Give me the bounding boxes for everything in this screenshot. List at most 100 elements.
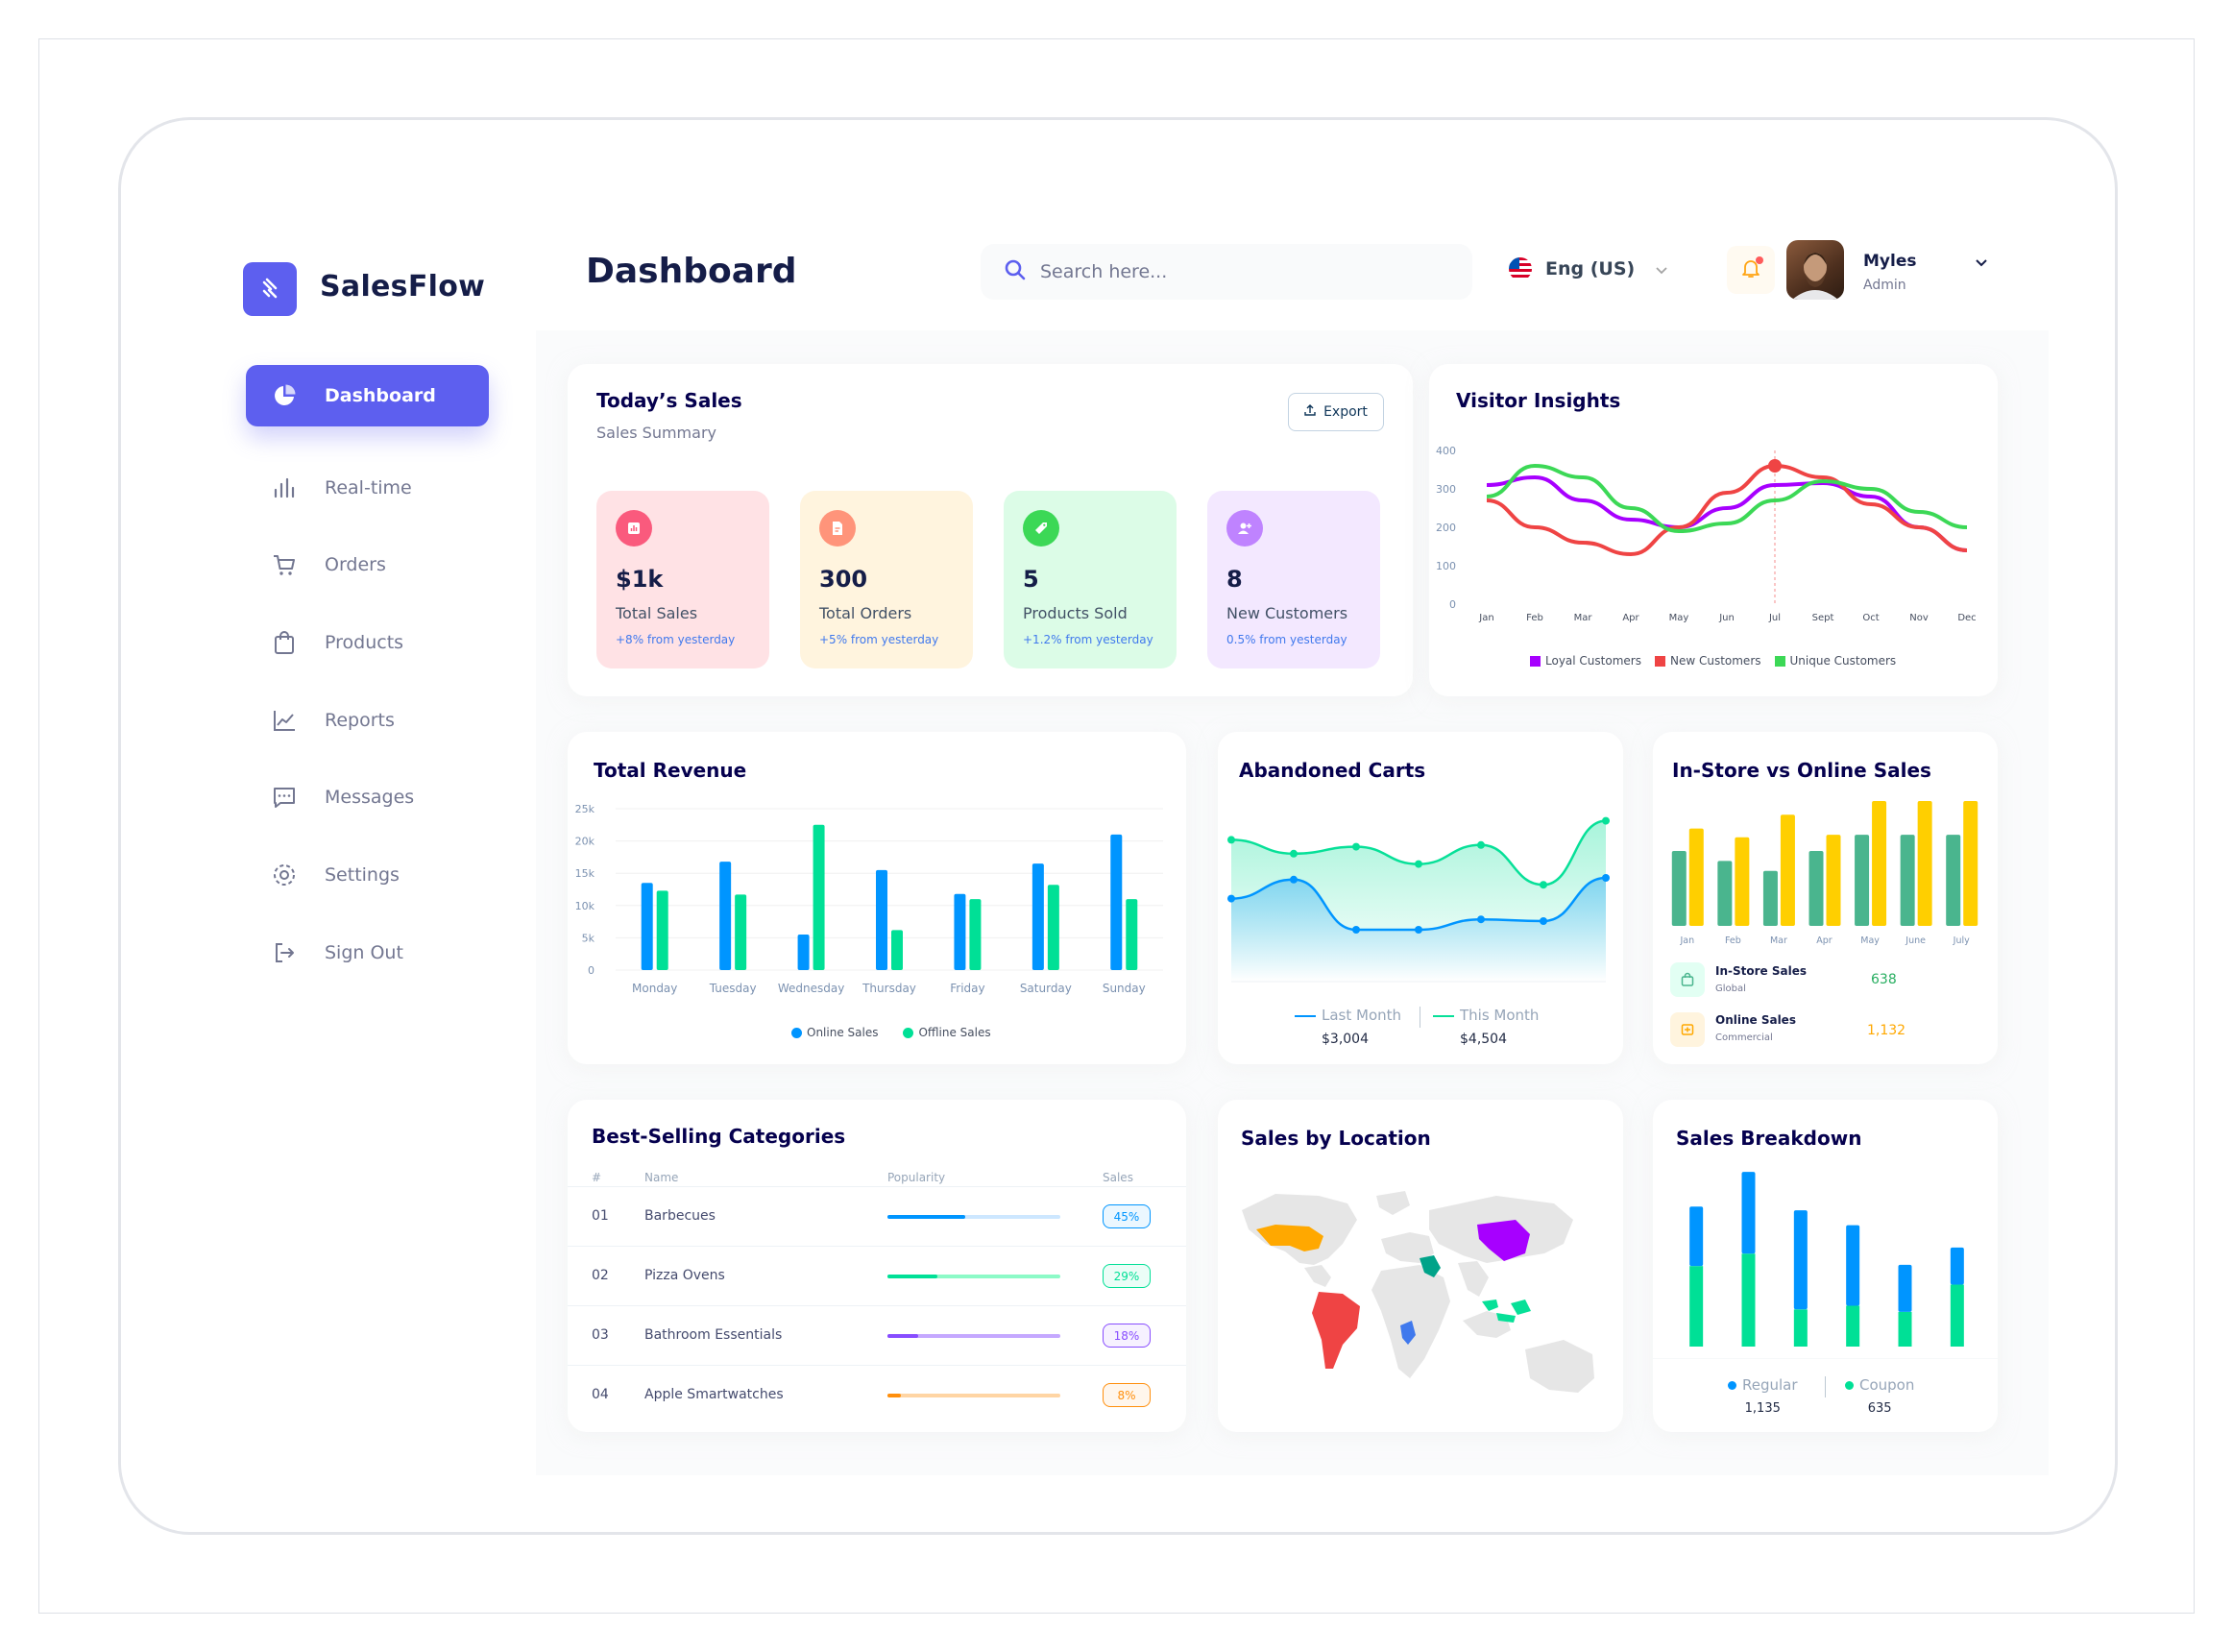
bar-segment bbox=[1898, 1311, 1912, 1347]
y-tick-label: 20k bbox=[575, 836, 595, 848]
table-row[interactable]: 04 Apple Smartwatches 8% bbox=[568, 1365, 1186, 1424]
bar bbox=[1872, 801, 1887, 926]
table-row[interactable]: 03 Bathroom Essentials 18% bbox=[568, 1305, 1186, 1365]
map-drc bbox=[1400, 1321, 1416, 1345]
map-central-america bbox=[1304, 1265, 1331, 1287]
popularity-fill bbox=[887, 1215, 965, 1219]
bar-segment bbox=[1846, 1305, 1860, 1347]
column-header: # bbox=[592, 1171, 602, 1184]
legend-label: Last Month bbox=[1322, 1007, 1402, 1024]
sales-breakdown-chart bbox=[1653, 1172, 1998, 1359]
total-revenue-chart: 0 5k 10k 15k 20k 25k Monday Tuesday Wednesday Thu… bbox=[575, 803, 1163, 995]
world-map bbox=[1242, 1191, 1594, 1393]
row-label: Online Sales bbox=[1715, 1013, 1796, 1027]
todays-sales-card: Today’s Sales Sales Summary Export $1k T… bbox=[568, 364, 1413, 696]
export-button[interactable]: Export bbox=[1288, 393, 1384, 431]
logo-icon[interactable] bbox=[243, 262, 297, 316]
y-tick-label: 15k bbox=[575, 867, 595, 880]
stat-label: Total Sales bbox=[616, 604, 698, 622]
bar bbox=[876, 869, 887, 970]
data-point bbox=[1352, 842, 1360, 851]
bar bbox=[1762, 870, 1778, 926]
stat-label: Products Sold bbox=[1023, 604, 1128, 622]
add-user-icon bbox=[1226, 510, 1263, 547]
column-header: Sales bbox=[1103, 1171, 1133, 1184]
x-tick-label: Jun bbox=[1718, 613, 1735, 623]
us-flag-icon bbox=[1509, 257, 1532, 280]
sidebar-item-settings[interactable]: Settings bbox=[246, 844, 489, 906]
legend-item-coupon: Coupon 635 bbox=[1845, 1376, 1914, 1416]
cart-icon bbox=[271, 551, 298, 578]
stat-change: +5% from yesterday bbox=[819, 633, 939, 646]
bar bbox=[656, 890, 668, 970]
row-number: 03 bbox=[592, 1327, 609, 1343]
bell-icon bbox=[1739, 256, 1762, 283]
sidebar-item-messages[interactable]: Messages bbox=[246, 766, 489, 828]
row-value: 638 bbox=[1871, 972, 1897, 987]
total-revenue-card: Total Revenue 0 5k 10k 15k 20k 25k Monday Tuesd… bbox=[568, 732, 1186, 1064]
legend-item-this-month: This Month $4,504 bbox=[1433, 1007, 1558, 1047]
sidebar-item-reports[interactable]: Reports bbox=[246, 690, 489, 751]
y-tick-label: 10k bbox=[575, 900, 595, 912]
data-point bbox=[1290, 849, 1298, 858]
table-row[interactable]: 01 Barbecues 45% bbox=[568, 1186, 1186, 1246]
x-tick-label: Jan bbox=[1679, 935, 1694, 946]
avatar[interactable] bbox=[1786, 240, 1844, 300]
sidebar-item-label: Reports bbox=[325, 710, 395, 731]
x-tick-label: Tuesday bbox=[709, 982, 757, 995]
tag-icon bbox=[1023, 510, 1059, 547]
card-title: Today’s Sales bbox=[596, 389, 742, 412]
app-window: SalesFlow Dashboard Real-time Orders Pro… bbox=[205, 217, 2049, 1475]
legend-value: $3,004 bbox=[1322, 1032, 1369, 1047]
sidebar-item-label: Products bbox=[325, 632, 404, 653]
row-sub: Global bbox=[1715, 984, 1746, 994]
bar bbox=[719, 862, 732, 970]
bag-icon bbox=[271, 629, 298, 656]
x-tick-label: Oct bbox=[1862, 613, 1879, 623]
column-header: Name bbox=[644, 1171, 679, 1184]
y-tick-label: 5k bbox=[582, 932, 595, 944]
notification-button[interactable] bbox=[1727, 246, 1775, 294]
map-india bbox=[1458, 1261, 1489, 1297]
pie-chart-icon bbox=[271, 382, 298, 409]
y-tick-label: 400 bbox=[1436, 445, 1456, 457]
bag-icon bbox=[1670, 962, 1705, 997]
legend-item: New Customers bbox=[1654, 654, 1761, 668]
sidebar-item-label: Dashboard bbox=[325, 385, 436, 406]
instore-online-chart: Jan Feb Mar Apr May June July bbox=[1671, 801, 1978, 946]
legend-value: 1,135 bbox=[1744, 1401, 1781, 1416]
language-selector[interactable]: Eng (US) bbox=[1509, 257, 1667, 280]
upload-icon bbox=[1304, 404, 1316, 420]
chart-icon bbox=[616, 510, 652, 547]
stat-card-products-sold[interactable]: 5 Products Sold +1.2% from yesterday bbox=[1004, 491, 1177, 668]
legend-value: $4,504 bbox=[1460, 1032, 1507, 1047]
table-row[interactable]: 02 Pizza Ovens 29% bbox=[568, 1246, 1186, 1305]
bar-segment bbox=[1846, 1225, 1860, 1306]
stat-card-total-sales[interactable]: $1k Total Sales +8% from yesterday bbox=[596, 491, 769, 668]
map-australia bbox=[1525, 1340, 1594, 1393]
sales-badge: 18% bbox=[1103, 1324, 1151, 1348]
x-tick-label: Mar bbox=[1770, 935, 1787, 946]
map-brazil bbox=[1312, 1292, 1360, 1369]
sidebar-item-orders[interactable]: Orders bbox=[246, 534, 489, 595]
sidebar-item-real-time[interactable]: Real-time bbox=[246, 457, 489, 519]
legend-label: Offline Sales bbox=[918, 1026, 991, 1039]
search-input[interactable]: Search here... bbox=[981, 244, 1472, 300]
abandoned-carts-chart bbox=[1227, 816, 1610, 983]
stat-card-new-customers[interactable]: 8 New Customers 0.5% from yesterday bbox=[1207, 491, 1380, 668]
chevron-down-icon[interactable] bbox=[1975, 254, 1988, 272]
x-tick-label: Monday bbox=[632, 982, 677, 995]
legend-label: Regular bbox=[1742, 1376, 1798, 1394]
bar bbox=[891, 930, 903, 970]
divider bbox=[1825, 1376, 1826, 1397]
series-line bbox=[1486, 463, 1968, 557]
sidebar-item-products[interactable]: Products bbox=[246, 612, 489, 673]
row-name: Pizza Ovens bbox=[644, 1268, 725, 1283]
stat-card-total-orders[interactable]: 300 Total Orders +5% from yesterday bbox=[800, 491, 973, 668]
instore-online-card: In-Store vs Online Sales Jan Feb Mar Apr May… bbox=[1653, 732, 1998, 1064]
sidebar-item-sign-out[interactable]: Sign Out bbox=[246, 922, 489, 984]
bar-segment bbox=[1950, 1247, 1964, 1285]
data-point bbox=[1352, 926, 1360, 934]
sidebar-item-dashboard[interactable]: Dashboard bbox=[246, 365, 489, 426]
legend-label: Online Sales bbox=[807, 1026, 879, 1039]
